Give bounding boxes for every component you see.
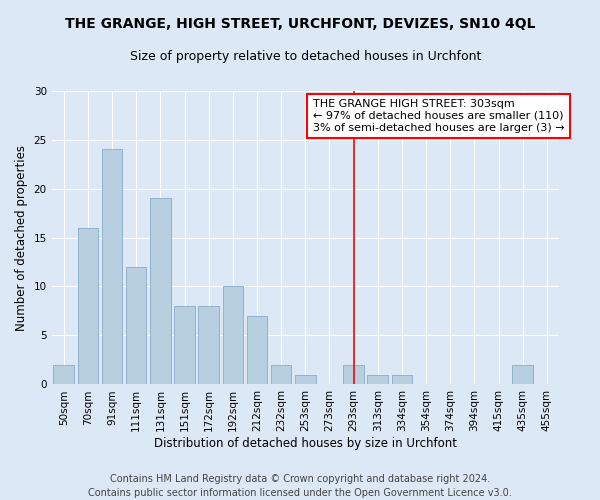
Bar xyxy=(199,306,219,384)
Bar xyxy=(512,365,533,384)
Bar xyxy=(102,150,122,384)
Text: THE GRANGE HIGH STREET: 303sqm
← 97% of detached houses are smaller (110)
3% of : THE GRANGE HIGH STREET: 303sqm ← 97% of … xyxy=(313,100,565,132)
Bar xyxy=(77,228,98,384)
X-axis label: Distribution of detached houses by size in Urchfont: Distribution of detached houses by size … xyxy=(154,437,457,450)
Bar xyxy=(247,316,267,384)
Y-axis label: Number of detached properties: Number of detached properties xyxy=(15,144,28,330)
Text: THE GRANGE, HIGH STREET, URCHFONT, DEVIZES, SN10 4QL: THE GRANGE, HIGH STREET, URCHFONT, DEVIZ… xyxy=(65,18,535,32)
Bar xyxy=(295,374,316,384)
Bar xyxy=(392,374,412,384)
Bar xyxy=(367,374,388,384)
Bar xyxy=(150,198,170,384)
Bar xyxy=(271,365,292,384)
Bar xyxy=(343,365,364,384)
Bar xyxy=(126,267,146,384)
Bar xyxy=(174,306,195,384)
Bar xyxy=(53,365,74,384)
Text: Contains HM Land Registry data © Crown copyright and database right 2024.
Contai: Contains HM Land Registry data © Crown c… xyxy=(88,474,512,498)
Title: Size of property relative to detached houses in Urchfont: Size of property relative to detached ho… xyxy=(130,50,481,63)
Bar xyxy=(223,286,243,384)
